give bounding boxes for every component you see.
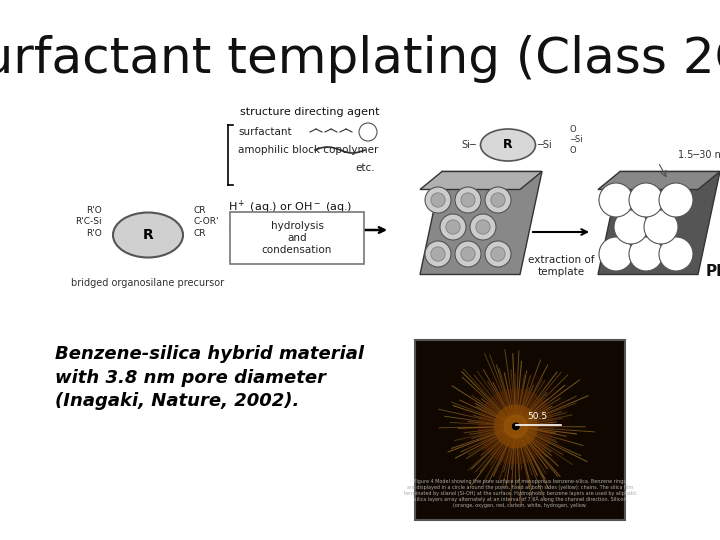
FancyBboxPatch shape — [230, 212, 364, 264]
Text: Surfactant templating (Class 2C): Surfactant templating (Class 2C) — [0, 35, 720, 83]
Ellipse shape — [659, 237, 693, 271]
Ellipse shape — [599, 183, 633, 217]
Polygon shape — [598, 172, 720, 274]
Ellipse shape — [480, 129, 536, 161]
Ellipse shape — [485, 241, 511, 267]
Text: ─Si: ─Si — [537, 140, 552, 150]
Text: Si─: Si─ — [462, 140, 476, 150]
Ellipse shape — [455, 241, 481, 267]
Text: O
─Si
O: O ─Si O — [570, 125, 582, 155]
Ellipse shape — [440, 214, 466, 240]
Polygon shape — [598, 172, 720, 190]
Text: bridged organosilane precursor: bridged organosilane precursor — [71, 278, 225, 288]
Circle shape — [491, 247, 505, 261]
Circle shape — [446, 220, 460, 234]
Bar — [415, 340, 625, 520]
Ellipse shape — [614, 210, 648, 244]
Text: R: R — [143, 228, 153, 242]
Circle shape — [431, 247, 445, 261]
Text: extraction of
template: extraction of template — [528, 255, 594, 278]
Circle shape — [476, 220, 490, 234]
Circle shape — [478, 388, 554, 464]
Text: H$^+$ (aq.) or OH$^-$ (aq.): H$^+$ (aq.) or OH$^-$ (aq.) — [228, 198, 352, 215]
Text: 1.5─30 nm: 1.5─30 nm — [678, 150, 720, 160]
Circle shape — [504, 414, 528, 438]
Circle shape — [431, 193, 445, 207]
Circle shape — [512, 422, 520, 430]
Text: amophilic block copolymer: amophilic block copolymer — [238, 145, 379, 155]
Text: 50.5: 50.5 — [528, 411, 548, 421]
Circle shape — [491, 193, 505, 207]
Ellipse shape — [425, 187, 451, 213]
Text: hydrolysis
and
condensation: hydrolysis and condensation — [262, 221, 332, 255]
Ellipse shape — [470, 214, 496, 240]
Circle shape — [494, 404, 538, 448]
Text: PMO: PMO — [706, 265, 720, 280]
Ellipse shape — [599, 237, 633, 271]
Text: CR
C-OR'
CR: CR C-OR' CR — [193, 206, 218, 238]
Text: R'O
R'C-Si
R'O: R'O R'C-Si R'O — [76, 206, 102, 238]
Ellipse shape — [629, 237, 663, 271]
Circle shape — [461, 372, 571, 481]
Text: etc.: etc. — [355, 163, 374, 173]
Text: R: R — [503, 138, 513, 152]
Ellipse shape — [644, 210, 678, 244]
Circle shape — [510, 421, 521, 431]
Ellipse shape — [659, 183, 693, 217]
Circle shape — [461, 247, 475, 261]
Ellipse shape — [485, 187, 511, 213]
Text: Benzene-silica hybrid material
with 3.8 nm pore diameter
(Inagaki, Nature, 2002): Benzene-silica hybrid material with 3.8 … — [55, 345, 364, 410]
Ellipse shape — [455, 187, 481, 213]
Ellipse shape — [113, 213, 183, 258]
Polygon shape — [420, 172, 542, 274]
Text: surfactant: surfactant — [238, 127, 292, 137]
Ellipse shape — [425, 241, 451, 267]
Text: structure directing agent: structure directing agent — [240, 107, 379, 117]
Text: Figure 4 Model showing the pore surface of mesoporous benzene-silica. Benzene ri: Figure 4 Model showing the pore surface … — [404, 479, 636, 508]
Ellipse shape — [629, 183, 663, 217]
Circle shape — [461, 193, 475, 207]
Polygon shape — [420, 172, 542, 190]
